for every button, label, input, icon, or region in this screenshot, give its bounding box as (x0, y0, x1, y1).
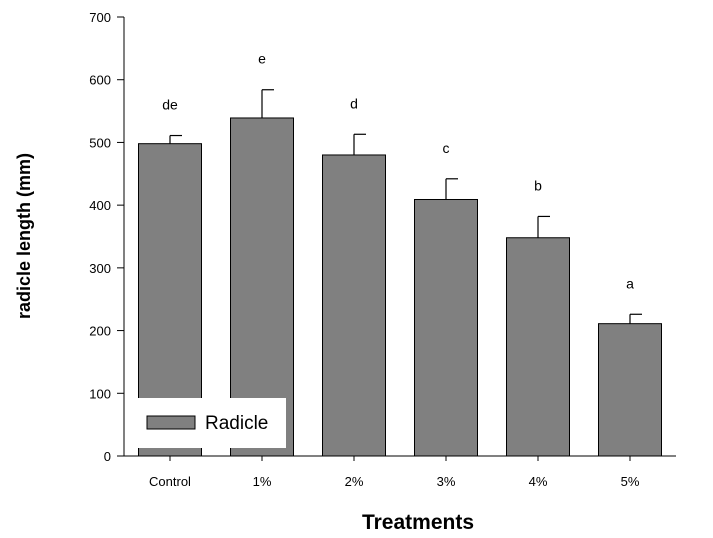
bar-4 (506, 237, 570, 457)
legend-swatch-radicle (146, 415, 196, 430)
x-tick-label-1: 1% (253, 474, 272, 489)
y-tick-label-5: 500 (89, 135, 111, 150)
y-tick-label-7: 700 (89, 10, 111, 25)
significance-label-1: e (258, 51, 266, 67)
bar-3 (414, 198, 478, 457)
y-tick-label-6: 600 (89, 73, 111, 88)
significance-label-2: d (350, 95, 358, 111)
significance-label-0: de (162, 97, 178, 113)
y-tick-label-2: 200 (89, 324, 111, 339)
y-tick-label-1: 100 (89, 386, 111, 401)
significance-label-5: a (626, 275, 634, 291)
x-tick-label-2: 2% (345, 474, 364, 489)
bar-5 (598, 323, 662, 457)
bar-2 (322, 154, 386, 457)
y-tick-label-3: 300 (89, 261, 111, 276)
x-tick-label-5: 5% (621, 474, 640, 489)
x-tick-label-0: Control (149, 474, 191, 489)
y-tick-label-0: 0 (104, 449, 111, 464)
x-tick-label-3: 3% (437, 474, 456, 489)
legend: Radicle (138, 398, 286, 448)
significance-label-4: b (534, 177, 542, 193)
x-axis-title: Treatments (362, 511, 474, 533)
y-axis-title: radicle length (mm) (14, 153, 34, 319)
legend-label-radicle: Radicle (205, 413, 268, 434)
x-tick-label-4: 4% (529, 474, 548, 489)
y-tick-label-4: 400 (89, 198, 111, 213)
significance-label-3: c (443, 140, 450, 156)
